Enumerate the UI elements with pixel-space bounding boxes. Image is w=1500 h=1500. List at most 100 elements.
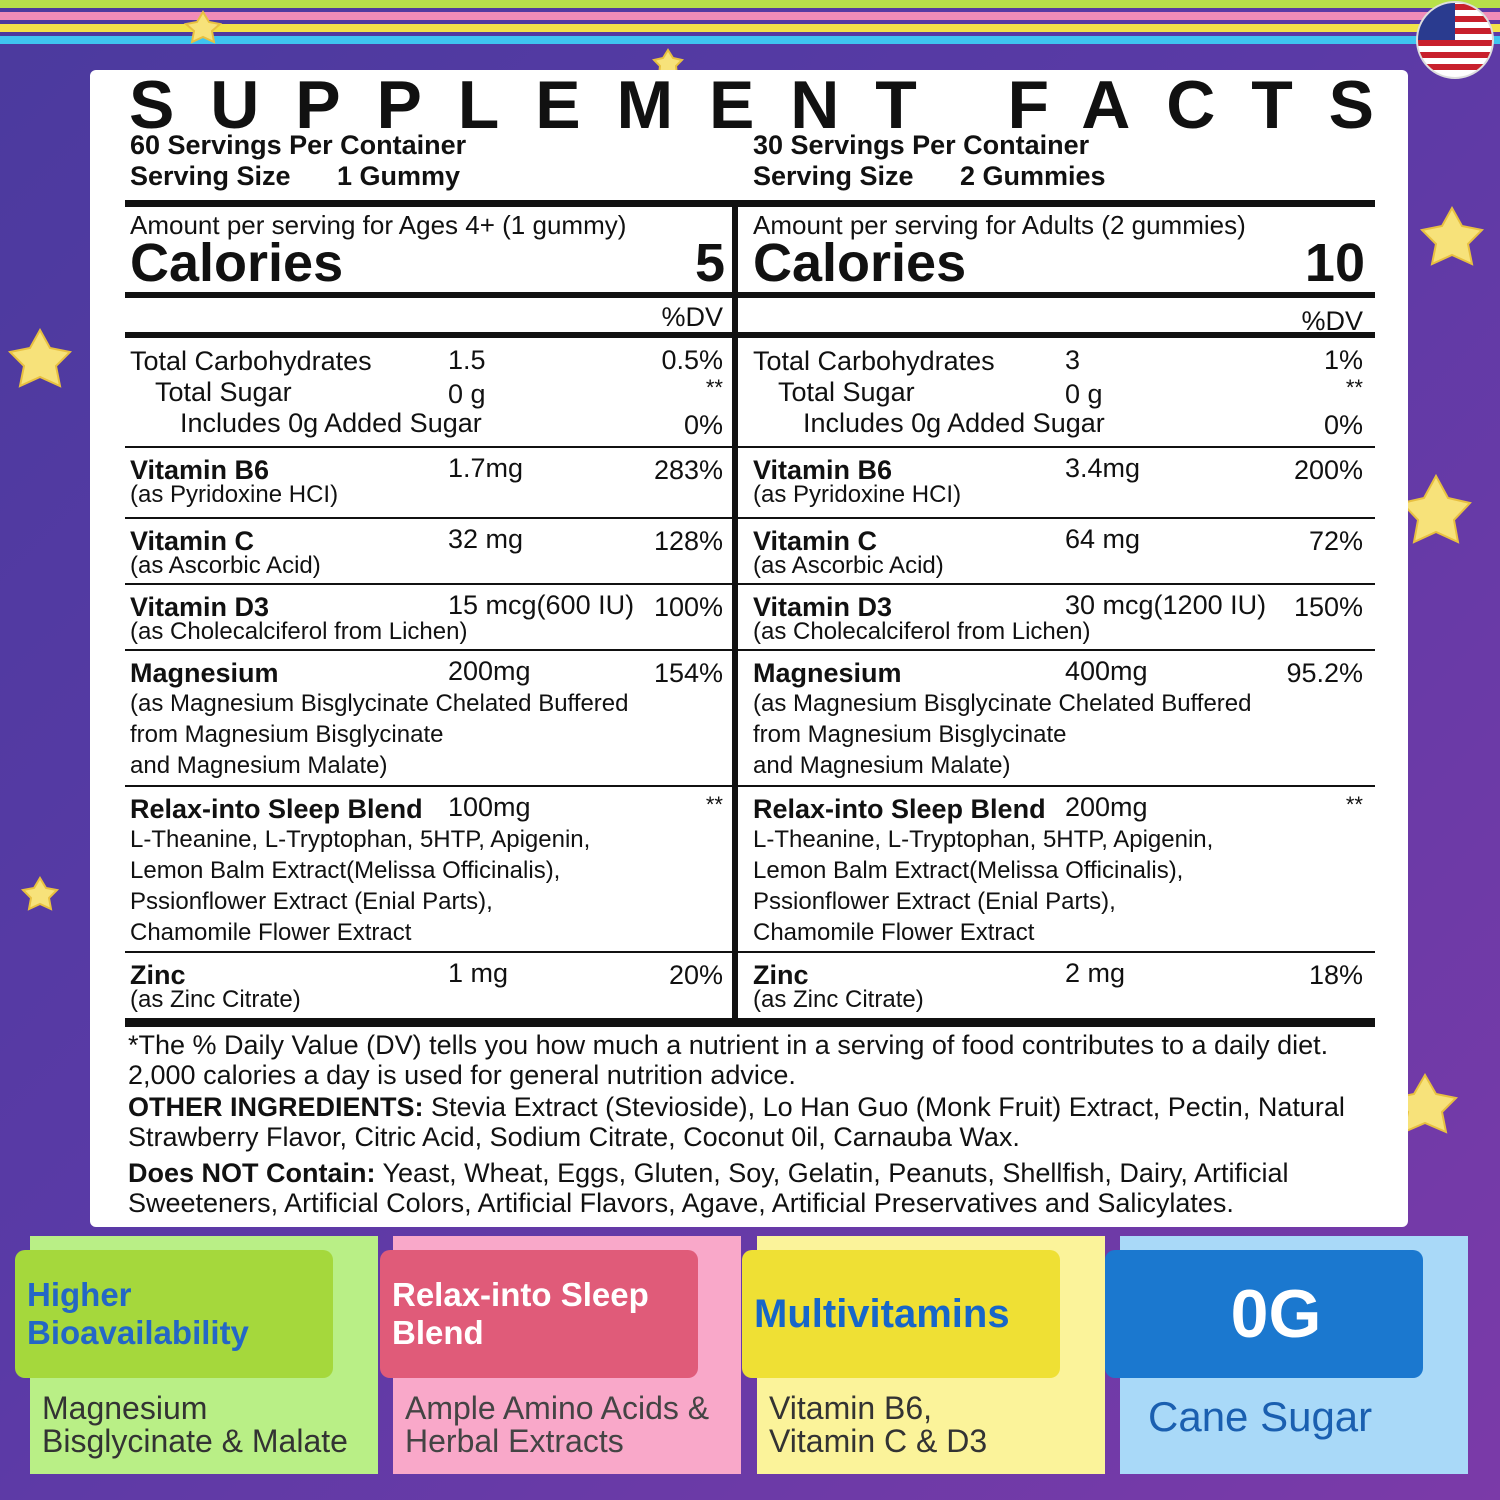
nutrient-name: Vitamin D3 <box>130 592 270 622</box>
rule <box>732 207 738 1019</box>
does-not-contain-label: Does NOT Contain: <box>128 1158 376 1188</box>
nutrient-dv: 0.5% <box>661 345 723 375</box>
footer: *The % Daily Value (DV) tells you how mu… <box>128 1030 1383 1218</box>
nutrient-note: (as Pyridoxine HCI) <box>130 481 339 508</box>
does-not-contain: Does NOT Contain: Yeast, Wheat, Eggs, Gl… <box>128 1158 1383 1218</box>
other-ingredients-text: Stevia Extract (Stevioside), Lo Han Guo … <box>128 1092 1345 1152</box>
rule <box>125 951 1375 953</box>
nutrient-amount: 2 mg <box>1065 958 1126 988</box>
nutrient-note: (as Pyridoxine HCI) <box>753 481 962 508</box>
nutrient-name: Total Sugar <box>778 377 915 407</box>
nutrient-note: (as Ascorbic Acid) <box>753 552 944 579</box>
nutrient-dv: 128% <box>653 526 723 556</box>
nutrient-amount: 3 <box>1065 345 1081 375</box>
nutrient-amount: 100mg <box>448 792 531 822</box>
nutrient-note: from Magnesium Bisglycinate <box>130 721 444 748</box>
nutrient-name: Magnesium <box>753 658 902 688</box>
rule <box>125 446 1375 448</box>
nutrient-name: Zinc <box>130 960 186 990</box>
rule <box>125 517 1375 519</box>
nutrient-dv: ** <box>1345 792 1363 817</box>
nutrient-amount: 1.5 <box>448 345 486 375</box>
other-ingredients: OTHER INGREDIENTS: Stevia Extract (Stevi… <box>128 1092 1383 1152</box>
nutrient-note: Pssionflower Extract (Enial Parts), <box>130 888 493 915</box>
nutrient-note: (as Magnesium Bisglycinate Chelated Buff… <box>753 690 1252 717</box>
nutrient-amount: 1 mg <box>448 958 509 988</box>
nutrient-dv: 283% <box>653 455 723 485</box>
spacer <box>376 1158 383 1188</box>
badge-front <box>15 1250 333 1378</box>
nutrient-name: Total Carbohydrates <box>130 346 372 376</box>
nutrient-name: Zinc <box>753 960 809 990</box>
calories: 10 <box>1304 233 1365 293</box>
nutrient-amount: 0 g <box>1065 379 1103 409</box>
nutrient-note: from Magnesium Bisglycinate <box>753 721 1067 748</box>
rule <box>125 200 1375 207</box>
nutrient-note: L-Theanine, L-Tryptophan, 5HTP, Apigenin… <box>753 826 1214 853</box>
nutrient-name: Magnesium <box>130 658 279 688</box>
rule <box>125 1018 1375 1027</box>
spacer <box>424 1092 432 1122</box>
nutrient-name: Total Carbohydrates <box>753 346 995 376</box>
badge-title-box: Multivitamins <box>754 1250 1054 1378</box>
badge-front <box>380 1250 698 1378</box>
badge-title: Higher Bioavailability <box>27 1276 249 1351</box>
nutrient-name: Total Sugar <box>155 377 292 407</box>
nutrient-note: L-Theanine, L-Tryptophan, 5HTP, Apigenin… <box>130 826 591 853</box>
does-not-contain-text: Yeast, Wheat, Eggs, Gluten, Soy, Gelatin… <box>128 1158 1289 1218</box>
serving-size: 2 Gummies <box>960 161 1106 191</box>
nutrient-name: Vitamin D3 <box>753 592 893 622</box>
nutrient-dv: ** <box>705 792 723 817</box>
footnote: *The % Daily Value (DV) tells you how mu… <box>128 1030 1329 1090</box>
badge-title: 0G <box>1230 1276 1322 1352</box>
badge-subtitle: Magnesium Bisglycinate & Malate <box>42 1390 348 1459</box>
nutrient-note: (as Ascorbic Acid) <box>130 552 321 579</box>
nutrient-note: (as Zinc Citrate) <box>130 986 301 1013</box>
nutrient-note: (as Magnesium Bisglycinate Chelated Buff… <box>130 690 629 717</box>
nutrient-note: and Magnesium Malate) <box>130 752 388 779</box>
rule <box>125 583 1375 585</box>
nutrient-note: Chamomile Flower Extract <box>753 919 1035 946</box>
nutrient-amount: 200mg <box>448 656 531 686</box>
amount-header: Amount per serving for Ages 4+ (1 gummy) <box>130 210 627 240</box>
nutrient-dv: 150% <box>1293 592 1363 622</box>
nutrient-name: Relax-into Sleep Blend <box>130 794 423 824</box>
rule <box>125 785 1375 787</box>
nutrient-dv: ** <box>705 375 723 400</box>
amount-header: Amount per serving for Adults (2 gummies… <box>753 210 1246 240</box>
nutrient-name: Vitamin B6 <box>130 455 270 485</box>
nutrient-amount: 200mg <box>1065 792 1148 822</box>
nutrient-dv: 95.2% <box>1286 658 1363 688</box>
nutrient-amount: 15 mcg(600 IU) <box>448 590 635 620</box>
serving-size: 1 Gummy <box>337 161 461 191</box>
badge-title-box: 0G <box>1117 1250 1435 1378</box>
badge-front <box>1105 1250 1423 1378</box>
other-ingredients-label: OTHER INGREDIENTS: <box>128 1092 424 1122</box>
nutrient-dv: 1% <box>1323 345 1363 375</box>
facts-panel <box>90 70 1408 1227</box>
rule <box>125 649 1375 651</box>
nutrient-dv: 72% <box>1308 526 1363 556</box>
nutrient-note: Pssionflower Extract (Enial Parts), <box>753 888 1116 915</box>
nutrient-dv: ** <box>1345 375 1363 400</box>
nutrient-dv: 154% <box>653 658 723 688</box>
badge-title-box: Relax-into Sleep Blend <box>392 1250 662 1378</box>
badge-title: Relax-into Sleep Blend <box>392 1276 649 1351</box>
title: SUPPLEMENT FACTS <box>129 72 1374 134</box>
nutrient-note: (as Cholecalciferol from Lichen) <box>753 618 1091 645</box>
nutrient-name: Vitamin C <box>753 526 878 556</box>
nutrient-dv: 0% <box>683 410 723 440</box>
nutrient-dv: 20% <box>668 960 723 990</box>
dv-header: %DV <box>1301 306 1363 336</box>
servings: 30 Servings Per Container <box>753 130 1090 160</box>
nutrient-name: Vitamin B6 <box>753 455 893 485</box>
nutrient-amount: 3.4mg <box>1065 453 1141 483</box>
nutrient-amount: 400mg <box>1065 656 1148 686</box>
servings: 60 Servings Per Container <box>130 130 467 160</box>
nutrient-dv: 18% <box>1308 960 1363 990</box>
nutrient-dv: 0% <box>1323 410 1363 440</box>
badge-subtitle: Cane Sugar <box>1148 1393 1373 1440</box>
nutrient-amount: 32 mg <box>448 524 524 554</box>
nutrient-amount: 64 mg <box>1065 524 1141 554</box>
